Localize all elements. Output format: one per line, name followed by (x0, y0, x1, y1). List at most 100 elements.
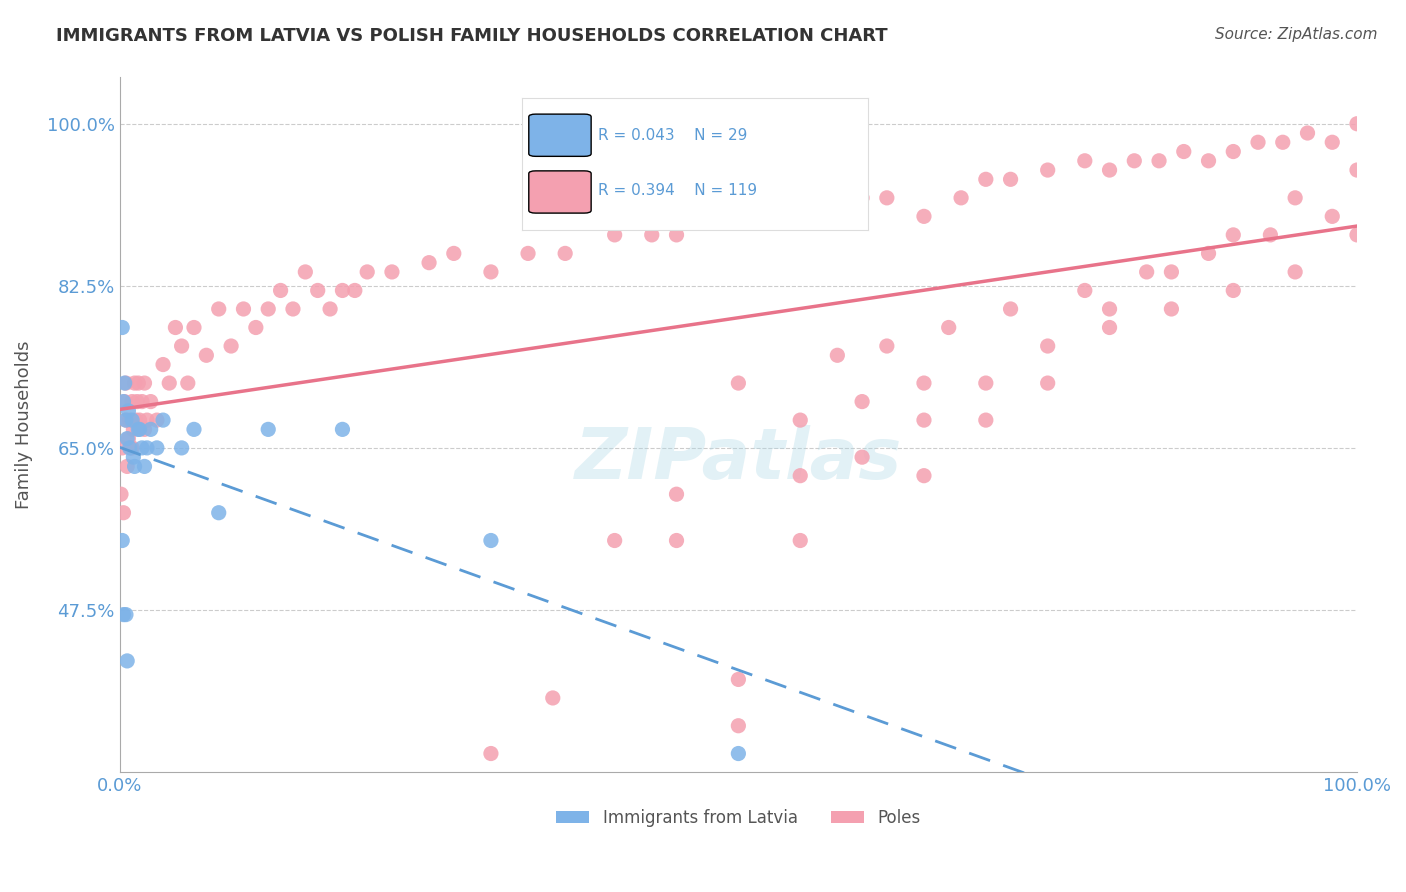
Immigrants from Latvia (134, 459, 156, 474)
Text: IMMIGRANTS FROM LATVIA VS POLISH FAMILY HOUSEHOLDS CORRELATION CHART: IMMIGRANTS FROM LATVIA VS POLISH FAMILY … (56, 27, 887, 45)
Poles (245, 320, 267, 334)
Poles (912, 210, 935, 224)
Poles (131, 394, 153, 409)
Poles (827, 348, 849, 362)
Poles (727, 673, 749, 687)
Poles (912, 413, 935, 427)
Poles (270, 284, 292, 298)
Poles (974, 172, 997, 186)
Poles (727, 719, 749, 733)
Poles (1123, 153, 1146, 168)
Poles (1036, 163, 1059, 178)
Poles (789, 210, 811, 224)
Poles (950, 191, 973, 205)
Immigrants from Latvia (257, 422, 280, 436)
Poles (114, 394, 136, 409)
Poles (641, 227, 664, 242)
Poles (665, 227, 688, 242)
Immigrants from Latvia (139, 422, 162, 436)
Poles (1198, 153, 1220, 168)
Poles (115, 376, 138, 390)
Poles (554, 246, 576, 260)
Poles (122, 422, 145, 436)
Immigrants from Latvia (170, 441, 193, 455)
Poles (115, 413, 138, 427)
Poles (765, 210, 787, 224)
Poles (1222, 284, 1244, 298)
Poles (1222, 227, 1244, 242)
Poles (974, 413, 997, 427)
Poles (1260, 227, 1282, 242)
Poles (1322, 210, 1344, 224)
Poles (479, 265, 502, 279)
Poles (110, 487, 132, 501)
Poles (134, 422, 156, 436)
Poles (1346, 117, 1368, 131)
Poles (232, 301, 254, 316)
Poles (332, 284, 354, 298)
Poles (177, 376, 200, 390)
Poles (789, 468, 811, 483)
Poles (727, 376, 749, 390)
Immigrants from Latvia (111, 533, 134, 548)
Poles (128, 413, 150, 427)
Poles (281, 301, 304, 316)
Poles (1074, 153, 1097, 168)
Immigrants from Latvia (183, 422, 205, 436)
Poles (307, 284, 329, 298)
Poles (1000, 301, 1022, 316)
Poles (974, 376, 997, 390)
Poles (1098, 163, 1121, 178)
Poles (381, 265, 404, 279)
Immigrants from Latvia (128, 422, 150, 436)
Immigrants from Latvia (127, 422, 149, 436)
Poles (120, 441, 142, 455)
Immigrants from Latvia (114, 376, 136, 390)
Poles (789, 413, 811, 427)
Poles (1346, 163, 1368, 178)
Immigrants from Latvia (115, 432, 138, 446)
Immigrants from Latvia (115, 654, 138, 668)
Poles (319, 301, 342, 316)
Immigrants from Latvia (124, 459, 146, 474)
Y-axis label: Family Households: Family Households (15, 341, 32, 509)
Poles (111, 441, 134, 455)
Poles (121, 441, 143, 455)
Immigrants from Latvia (727, 747, 749, 761)
Poles (1296, 126, 1319, 140)
Poles (1173, 145, 1195, 159)
Poles (1271, 135, 1294, 149)
Poles (125, 394, 148, 409)
Poles (703, 210, 725, 224)
Immigrants from Latvia (115, 413, 138, 427)
Immigrants from Latvia (118, 441, 141, 455)
Immigrants from Latvia (136, 441, 159, 455)
Poles (517, 246, 540, 260)
Poles (1000, 172, 1022, 186)
Poles (1346, 227, 1368, 242)
Immigrants from Latvia (122, 450, 145, 465)
Poles (912, 468, 935, 483)
Poles (1147, 153, 1170, 168)
Legend: Immigrants from Latvia, Poles: Immigrants from Latvia, Poles (550, 802, 928, 833)
Poles (183, 320, 205, 334)
Poles (219, 339, 242, 353)
Poles (876, 339, 898, 353)
Poles (115, 459, 138, 474)
Poles (851, 394, 873, 409)
Poles (165, 320, 187, 334)
Poles (1036, 376, 1059, 390)
Poles (665, 487, 688, 501)
Immigrants from Latvia (131, 441, 153, 455)
Immigrants from Latvia (208, 506, 231, 520)
Poles (136, 413, 159, 427)
Poles (208, 301, 231, 316)
Poles (912, 376, 935, 390)
Immigrants from Latvia (112, 394, 135, 409)
Poles (343, 284, 366, 298)
Poles (134, 376, 156, 390)
Immigrants from Latvia (479, 533, 502, 548)
Poles (479, 747, 502, 761)
Poles (1247, 135, 1270, 149)
Poles (603, 533, 626, 548)
